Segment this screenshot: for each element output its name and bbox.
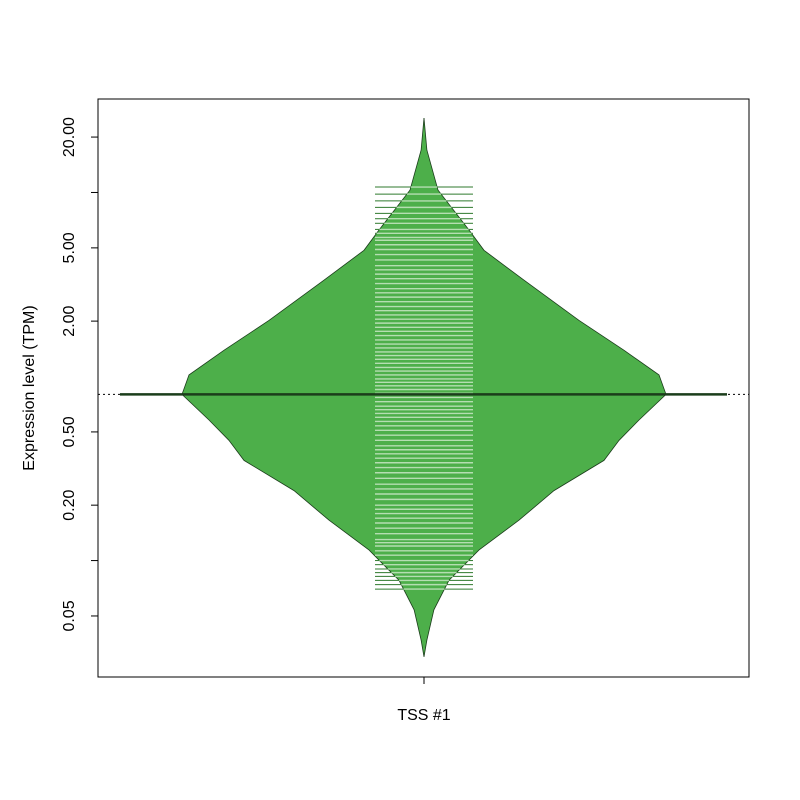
y-tick-label: 0.50 <box>61 416 78 447</box>
y-tick-label: 0.20 <box>61 489 78 520</box>
y-tick-label: 2.00 <box>61 305 78 336</box>
x-tick-label: TSS #1 <box>397 707 450 724</box>
plot-frame <box>97 98 750 678</box>
y-tick-label: 0.05 <box>61 600 78 631</box>
y-tick-label: 5.00 <box>61 232 78 263</box>
y-tick-label: 20.00 <box>61 117 78 157</box>
y-axis-label: Expression level (TPM) <box>21 305 38 470</box>
